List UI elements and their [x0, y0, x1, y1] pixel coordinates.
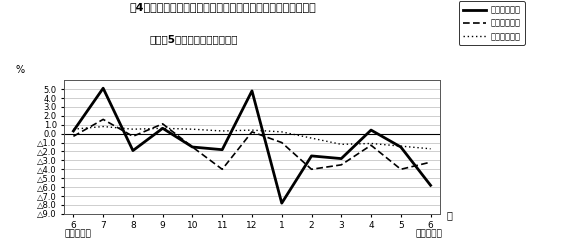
- Text: %: %: [16, 65, 25, 75]
- Text: 月: 月: [447, 210, 452, 220]
- Text: 第4図　　賣金、労働時間、常用雇用指数対前年同月比の推移: 第4図 賣金、労働時間、常用雇用指数対前年同月比の推移: [130, 2, 316, 12]
- Legend: 現金給与総額, 総実労働時間, 常用雇用指数: 現金給与総額, 総実労働時間, 常用雇用指数: [459, 1, 524, 45]
- Text: （規樧5人以上　調査産業計）: （規樧5人以上 調査産業計）: [149, 34, 238, 44]
- Text: 平成２１年: 平成２１年: [415, 229, 442, 238]
- Text: 平成２０年: 平成２０年: [64, 229, 91, 238]
